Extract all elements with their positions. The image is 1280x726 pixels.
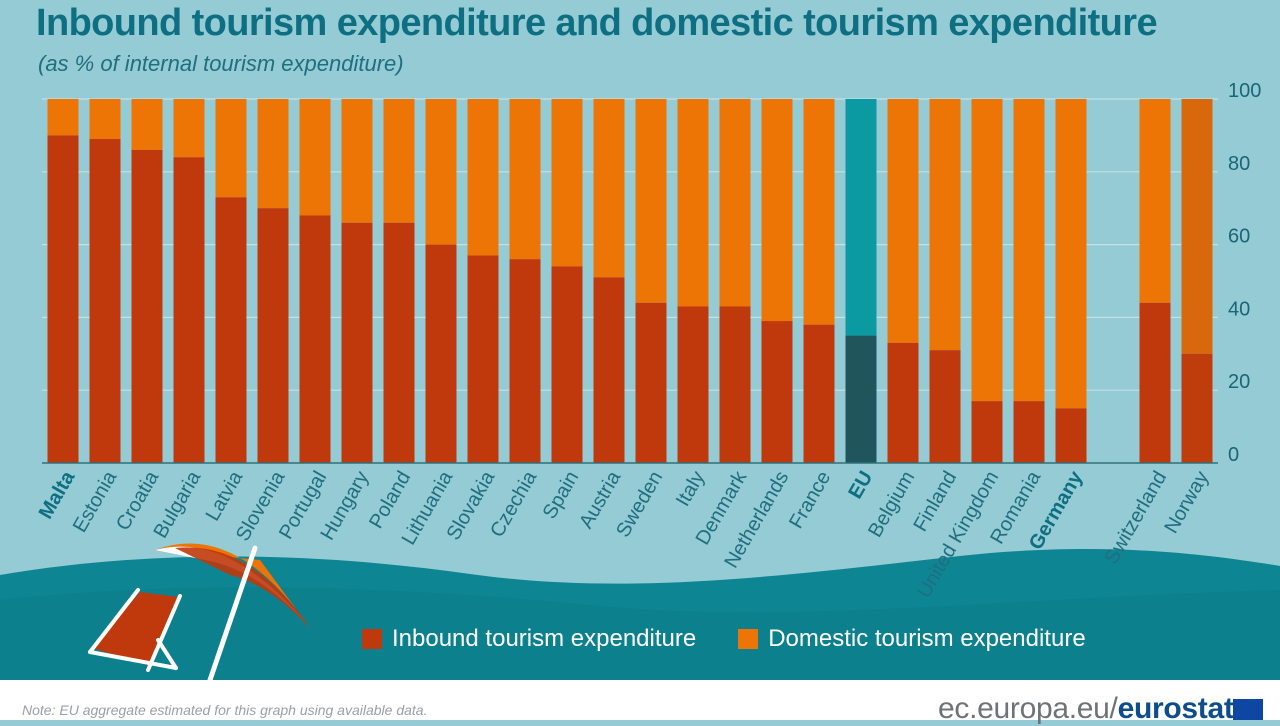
deck-chair-leg [88,588,140,654]
x-tick-label: Latvia [202,467,248,525]
bar-inbound [341,222,373,463]
eurostat-link[interactable]: ec.europa.eu/eurostat [938,692,1234,726]
bar-domestic [131,99,163,150]
x-tick-label: Malta [35,467,80,523]
bar-inbound [1139,302,1171,463]
bar-inbound [1181,353,1213,463]
bar-domestic [551,99,583,267]
brand-domain: ec.europa.eu/ [938,692,1118,725]
bar-domestic [887,99,919,343]
beach-umbrella-icon [155,543,310,683]
bar-inbound [719,306,751,463]
bar-domestic [761,99,793,322]
bar-inbound [593,277,625,463]
bar-inbound [845,335,877,463]
bar-domestic [1013,99,1045,402]
x-tick-label: France [785,468,835,533]
bar-domestic [173,99,205,158]
bar-domestic [47,99,79,136]
bar-inbound [383,222,415,463]
umbrella-stripe [175,547,310,628]
chart-legend: Inbound tourism expenditure Domestic tou… [362,624,1128,654]
bar-domestic [803,99,835,325]
bar-domestic [1181,99,1213,354]
bar-inbound [47,135,79,463]
y-tick-label: 60 [1228,226,1250,248]
bar-inbound [887,342,919,463]
sea-wave-shade [0,587,1280,690]
y-tick-label: 40 [1228,298,1250,320]
bar-domestic [845,99,877,336]
bar-domestic [635,99,667,303]
deck-chair-leg [156,638,178,670]
bar-inbound [299,215,331,463]
bar-domestic [1139,99,1171,303]
bar-domestic [971,99,1003,402]
bar-domestic [215,99,247,198]
bar-inbound [257,208,289,463]
bar-inbound [89,139,121,464]
umbrella-pole [207,545,258,683]
bar-inbound [1055,408,1087,463]
x-tick-label: EU [844,468,877,503]
bar-inbound [173,157,205,464]
legend-label-inbound: Inbound tourism expenditure [392,625,697,652]
bar-domestic [677,99,709,307]
y-tick-label: 0 [1228,444,1239,466]
bar-inbound [971,401,1003,463]
bar-domestic [467,99,499,256]
legend-label-domestic: Domestic tourism expenditure [768,625,1086,652]
deck-chair-icon [88,588,182,672]
bar-domestic [593,99,625,278]
deck-chair-leg [146,594,182,672]
sea-wave [0,549,1280,690]
bar-inbound [635,302,667,463]
bar-domestic [341,99,373,223]
deck-chair-leg [88,650,178,670]
bar-inbound [803,324,835,463]
x-tick-label: Spain [539,468,584,523]
bar-domestic [257,99,289,209]
bar-domestic [425,99,457,245]
legend-item-domestic: Domestic tourism expenditure [738,625,1086,653]
legend-item-inbound: Inbound tourism expenditure [362,625,696,653]
bar-inbound [215,197,247,463]
legend-swatch-domestic [738,629,759,649]
bar-domestic [383,99,415,223]
bar-inbound [761,321,793,463]
y-tick-label: 20 [1228,371,1250,393]
bar-domestic [299,99,331,216]
footnote: Note: EU aggregate estimated for this gr… [22,702,428,718]
y-tick-label: 80 [1228,153,1250,175]
y-tick-label: 100 [1228,80,1261,102]
bar-inbound [551,266,583,463]
bar-inbound [1013,401,1045,463]
bar-domestic [719,99,751,307]
bar-domestic [1055,99,1087,409]
brand-name: eurostat [1117,692,1234,725]
eu-flag-icon [1233,699,1263,720]
bar-inbound [425,244,457,463]
bar-domestic [509,99,541,260]
bar-domestic [929,99,961,351]
chart-subtitle: (as % of internal tourism expenditure) [38,51,404,76]
bar-inbound [509,259,541,463]
bar-inbound [677,306,709,463]
footer-bar [0,680,1280,720]
chart-title: Inbound tourism expenditure and domestic… [36,2,1158,44]
bar-inbound [467,255,499,463]
legend-swatch-inbound [362,629,382,649]
x-tick-label: Italy [672,468,709,511]
bar-inbound [929,350,961,463]
bar-inbound [131,149,163,463]
bar-domestic [89,99,121,140]
